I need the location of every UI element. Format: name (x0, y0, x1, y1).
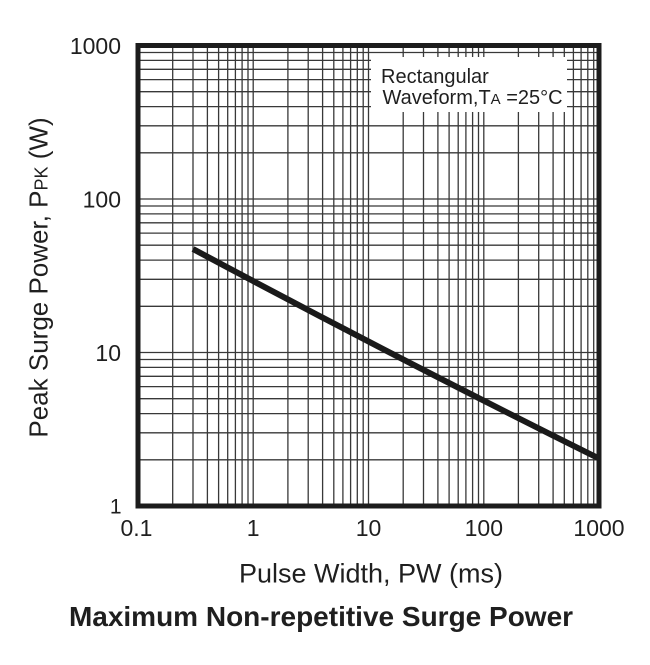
svg-text:Waveform,TA =25°C: Waveform,TA =25°C (383, 87, 563, 109)
svg-text:10: 10 (95, 340, 121, 366)
svg-text:Pulse Width, PW (ms): Pulse Width, PW (ms) (239, 559, 503, 589)
svg-text:0.1: 0.1 (121, 515, 153, 541)
svg-text:1000: 1000 (573, 515, 624, 541)
svg-text:Maximum Non-repetitive Surge P: Maximum Non-repetitive Surge Power (69, 601, 573, 632)
svg-text:1: 1 (110, 496, 122, 519)
svg-text:100: 100 (83, 187, 121, 213)
svg-text:100: 100 (465, 515, 503, 541)
svg-text:1000: 1000 (70, 33, 121, 59)
svg-text:Peak Surge Power, PPK (W): Peak Surge Power, PPK (W) (24, 117, 54, 437)
svg-text:1: 1 (247, 515, 260, 541)
svg-text:10: 10 (356, 515, 382, 541)
svg-text:Rectangular: Rectangular (381, 66, 489, 88)
